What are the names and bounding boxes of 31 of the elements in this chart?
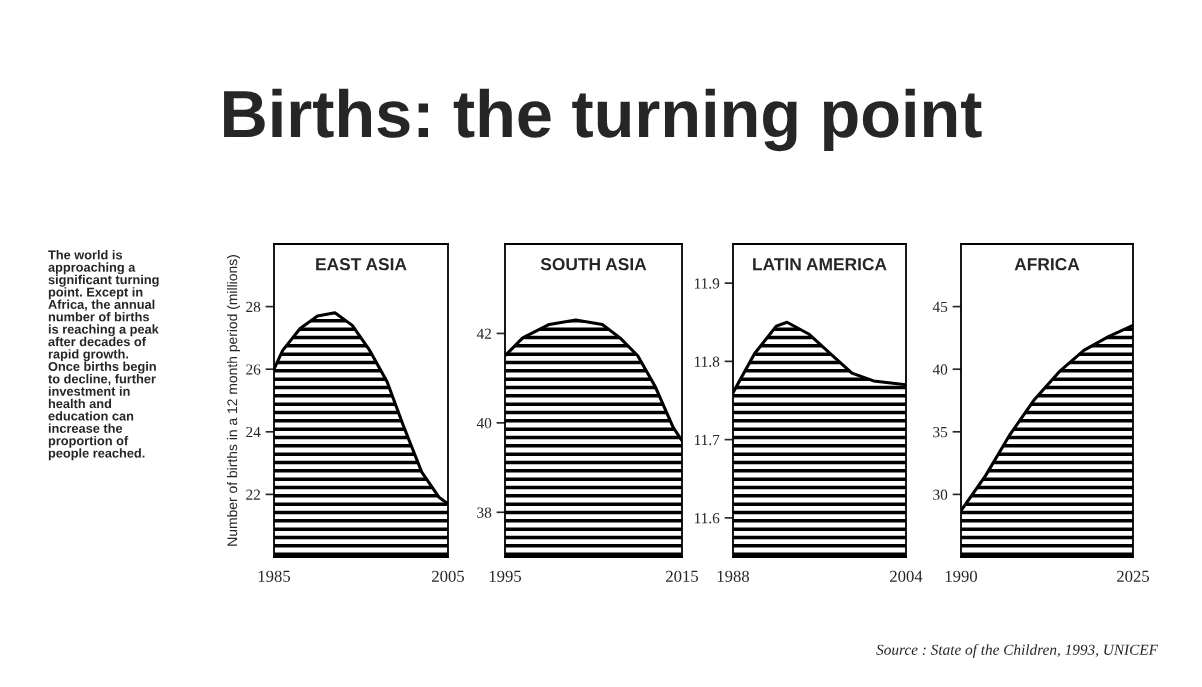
text: EAST ASIA <box>316 258 407 271</box>
y-tick-label: 40 <box>476 418 492 429</box>
y-tick-label: 11.8 <box>694 356 720 367</box>
source-note: Source : State of the Children, 1993, UNICEF <box>876 643 1159 659</box>
y-tick-label: 11.7 <box>694 434 720 446</box>
y-tick-label: 30 <box>933 489 948 500</box>
text: Births: the turning point <box>224 88 982 152</box>
y-tick-label: 38 <box>477 507 492 518</box>
y-tick-label: 22 <box>246 489 260 500</box>
text: The world is approaching a significant turning point. Except in Africa, the annual number of births is reaching a peak after decades of rapid growth. Once births begin to decline, further investment in health and education can increase the proportion of people reached. <box>48 250 159 461</box>
y-axis-title: Number of births in a 12 month period (millions) <box>227 255 240 546</box>
x-tick-label: 2025 <box>1117 570 1150 582</box>
y-tick-label: 11.6 <box>694 513 720 524</box>
x-tick-label: 1988 <box>717 570 750 582</box>
x-tick-label: 1990 <box>945 570 978 582</box>
x-tick-label: 2004 <box>890 570 923 582</box>
y-tick-label: 28 <box>246 301 261 313</box>
y-tick-label: 24 <box>246 426 261 438</box>
text: AFRICA <box>1014 258 1080 271</box>
y-tick-label: 26 <box>246 364 261 375</box>
x-tick-label: 2015 <box>666 570 699 582</box>
text: SOUTH ASIA <box>540 258 647 271</box>
y-tick-label: 35 <box>933 426 948 438</box>
x-tick-label: 2005 <box>432 570 465 582</box>
y-tick-label: 42 <box>476 328 491 339</box>
x-tick-label: 1995 <box>489 570 522 582</box>
text: LATIN AMERICA <box>753 258 887 271</box>
y-tick-label: 45 <box>932 301 948 313</box>
y-tick-label: 11.9 <box>694 278 720 289</box>
x-tick-label: 1985 <box>258 570 291 582</box>
y-tick-label: 40 <box>932 364 948 375</box>
